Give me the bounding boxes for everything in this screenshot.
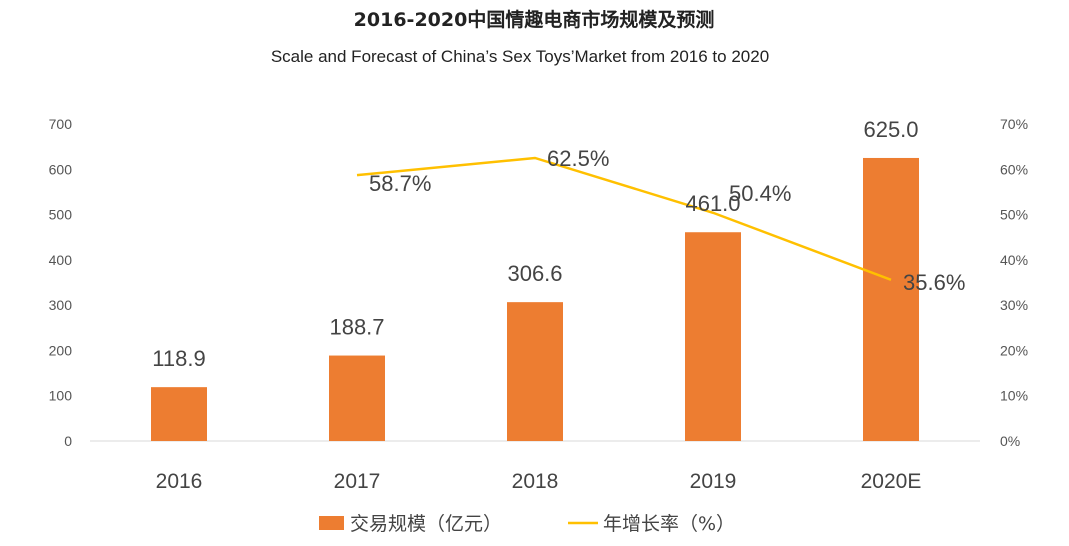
bar-data-label: 306.6 <box>507 261 562 286</box>
growth-line-series <box>356 156 892 281</box>
right-axis-tick-label: 70% <box>1000 116 1028 132</box>
growth-line <box>356 156 892 281</box>
right-axis-ticks: 0% 10% 20% 30% 40% 50% 60% 70% <box>1000 116 1028 449</box>
line-data-label: 62.5% <box>547 146 609 171</box>
x-axis-tick-label: 2019 <box>690 470 737 493</box>
right-axis-tick-label: 40% <box>1000 252 1028 268</box>
right-axis-tick-label: 60% <box>1000 161 1028 177</box>
line-data-label: 35.6% <box>903 270 965 295</box>
bar <box>685 232 741 441</box>
bar-data-labels: 118.9 188.7 306.6 461.0 625.0 <box>152 117 918 371</box>
right-axis-tick-label: 50% <box>1000 207 1028 223</box>
line-data-labels: 58.7% 62.5% 50.4% 35.6% <box>369 146 965 295</box>
chart-subtitle: Scale and Forecast of China’s Sex Toys’M… <box>271 47 769 66</box>
right-axis-tick-label: 30% <box>1000 297 1028 313</box>
chart-title: 2016-2020中国情趣电商市场规模及预测 <box>354 8 715 31</box>
x-axis-tick-label: 2016 <box>156 470 203 493</box>
line-data-label: 50.4% <box>729 181 791 206</box>
bar <box>151 387 207 441</box>
left-axis-tick-label: 200 <box>49 342 73 358</box>
right-axis-tick-label: 20% <box>1000 342 1028 358</box>
left-axis-tick-label: 600 <box>49 161 73 177</box>
right-axis-tick-label: 0% <box>1000 433 1020 449</box>
legend-line-label: 年增长率（%） <box>603 513 735 535</box>
legend: 交易规模（亿元） 年增长率（%） <box>319 513 735 535</box>
left-axis-tick-label: 500 <box>49 207 73 223</box>
x-axis-tick-label: 2017 <box>334 470 381 493</box>
x-axis-tick-label: 2020E <box>861 470 922 493</box>
line-data-label: 58.7% <box>369 171 431 196</box>
bar-data-label: 625.0 <box>863 117 918 142</box>
bar-data-label: 118.9 <box>152 346 205 371</box>
x-axis-tick-label: 2018 <box>512 470 559 493</box>
left-axis-tick-label: 400 <box>49 252 73 268</box>
bar <box>507 302 563 441</box>
legend-bar-swatch <box>319 516 344 530</box>
left-axis-tick-label: 700 <box>49 116 73 132</box>
left-axis-tick-label: 100 <box>49 388 73 404</box>
legend-bar-label: 交易规模（亿元） <box>350 513 502 535</box>
bar-data-label: 461.0 <box>685 191 740 216</box>
bar <box>329 355 385 441</box>
bar <box>863 157 919 441</box>
bar-data-label: 188.7 <box>329 315 384 340</box>
bar-series <box>151 157 919 441</box>
left-axis-tick-label: 300 <box>49 297 73 313</box>
left-axis-tick-label: 0 <box>64 433 72 449</box>
left-axis-ticks: 0 100 200 300 400 500 600 700 <box>49 116 73 449</box>
right-axis-tick-label: 10% <box>1000 388 1028 404</box>
x-axis-ticks: 2016 2017 2018 2019 2020E <box>156 470 922 493</box>
